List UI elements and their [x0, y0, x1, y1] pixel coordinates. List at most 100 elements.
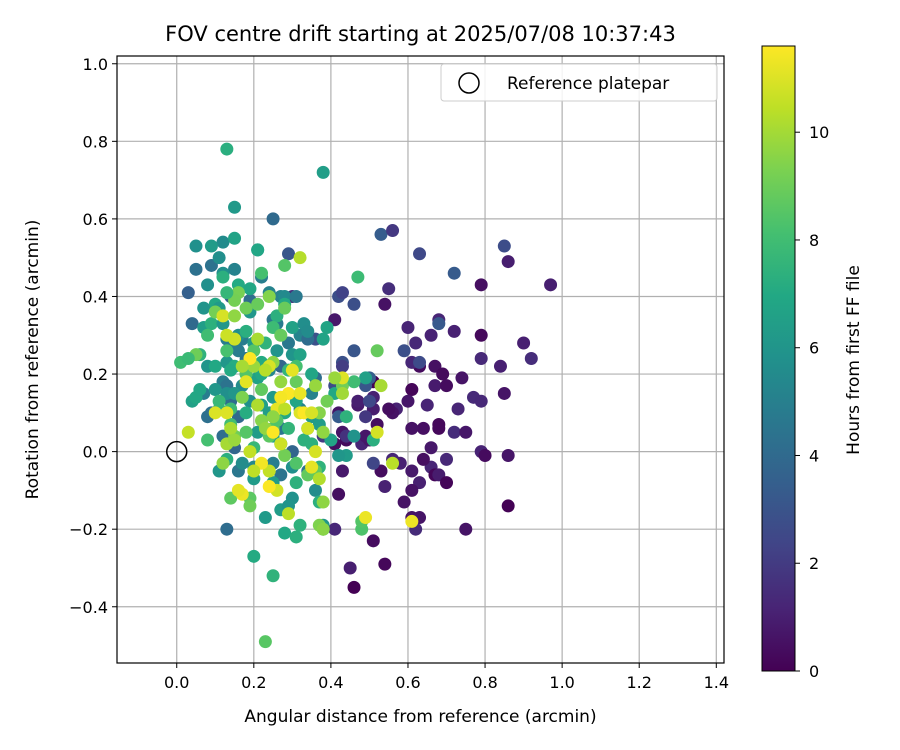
data-point — [405, 421, 419, 435]
data-point — [497, 386, 511, 400]
data-point — [474, 352, 488, 366]
data-point — [228, 231, 242, 245]
data-point — [228, 200, 242, 214]
x-tick-label: 0.8 — [472, 673, 497, 692]
data-point — [220, 328, 234, 342]
data-point — [208, 383, 222, 397]
data-point — [359, 511, 373, 525]
data-point — [185, 317, 199, 331]
data-point — [251, 332, 265, 346]
data-point — [347, 580, 361, 594]
x-tick-label: 1.0 — [549, 673, 574, 692]
data-point — [416, 421, 430, 435]
data-point — [228, 433, 242, 447]
y-axis-label: Rotation from reference (arcmin) — [23, 220, 43, 500]
data-point — [320, 321, 334, 335]
data-point — [278, 402, 292, 416]
legend: Reference platepar — [440, 63, 718, 102]
data-point — [455, 371, 469, 385]
data-point — [181, 286, 195, 300]
data-point — [517, 336, 531, 350]
data-point — [347, 297, 361, 311]
colorbar-tick-label: 8 — [809, 231, 819, 250]
x-tick-label: 1.2 — [626, 673, 651, 692]
data-point — [301, 324, 315, 338]
data-point — [266, 569, 280, 583]
x-axis-label: Angular distance from reference (arcmin) — [244, 707, 596, 727]
data-point — [239, 324, 253, 338]
data-point — [251, 243, 265, 257]
data-point — [347, 375, 361, 389]
data-point — [436, 367, 450, 381]
data-point — [332, 448, 346, 462]
data-point — [320, 394, 334, 408]
data-point — [266, 425, 280, 439]
y-axis-ticks: −0.4 −0.2 0.0 0.2 0.4 0.6 0.8 1.0 — [69, 55, 117, 617]
colorbar-tick-label: 6 — [809, 339, 819, 358]
colorbar-tick-label: 0 — [809, 662, 819, 681]
data-point — [282, 247, 296, 261]
colorbar: 0 2 4 6 8 10 Hours from first FF file — [761, 45, 864, 681]
data-point — [378, 480, 392, 494]
data-point — [447, 425, 461, 439]
data-point — [201, 433, 215, 447]
data-point — [274, 390, 288, 404]
colorbar-tick-label: 2 — [809, 554, 819, 573]
data-point — [316, 495, 330, 509]
data-point — [258, 635, 272, 649]
data-point — [224, 421, 238, 435]
data-point — [386, 456, 400, 470]
legend-box — [440, 63, 718, 102]
data-point — [274, 437, 288, 451]
data-point — [347, 429, 361, 443]
data-point — [220, 522, 234, 536]
data-point — [274, 375, 288, 389]
data-point — [293, 386, 307, 400]
data-point — [197, 301, 211, 315]
data-point — [235, 390, 249, 404]
data-point — [305, 406, 319, 420]
x-tick-label: 0.2 — [241, 673, 266, 692]
data-point — [201, 328, 215, 342]
data-point — [316, 332, 330, 346]
data-point — [243, 445, 257, 459]
data-point — [305, 460, 319, 474]
data-point — [258, 363, 272, 377]
data-point — [405, 514, 419, 528]
data-point — [401, 321, 415, 335]
colorbar-tick-label: 10 — [809, 123, 829, 142]
data-point — [262, 289, 276, 303]
data-point — [239, 375, 253, 389]
data-point — [397, 495, 411, 509]
y-tick-label: 0.6 — [83, 210, 108, 229]
y-tick-label: 1.0 — [83, 55, 108, 74]
y-tick-label: 0.2 — [83, 365, 108, 384]
data-point — [293, 518, 307, 532]
data-point — [382, 282, 396, 296]
data-point — [451, 402, 465, 416]
data-point — [262, 480, 276, 494]
data-point — [362, 394, 376, 408]
data-point — [220, 142, 234, 156]
data-point — [278, 301, 292, 315]
data-point — [301, 421, 315, 435]
data-point — [339, 410, 353, 424]
data-point — [478, 448, 492, 462]
data-point — [316, 522, 330, 536]
data-point — [343, 561, 357, 575]
data-point — [359, 410, 373, 424]
data-point — [231, 483, 245, 497]
y-tick-label: 0.8 — [83, 132, 108, 151]
data-point — [251, 297, 265, 311]
data-point — [216, 309, 230, 323]
data-point — [289, 375, 303, 389]
data-point — [216, 456, 230, 470]
data-point — [220, 344, 234, 358]
data-point — [289, 530, 303, 544]
data-point — [413, 355, 427, 369]
data-point — [293, 348, 307, 362]
data-point — [544, 278, 558, 292]
data-point — [440, 476, 454, 490]
data-point — [212, 251, 226, 265]
data-point — [447, 266, 461, 280]
